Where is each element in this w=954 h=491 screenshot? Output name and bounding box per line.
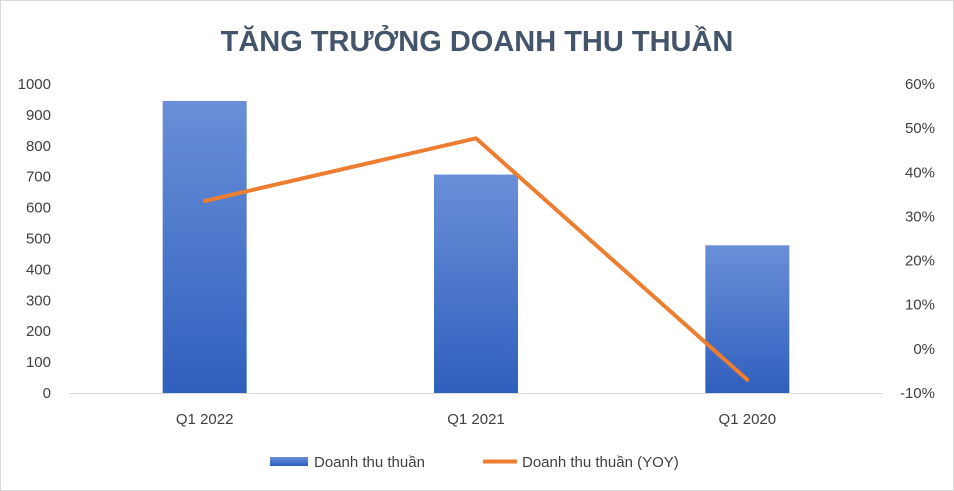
bar-series — [162, 100, 790, 394]
legend-bar-label: Doanh thu thuần — [314, 454, 425, 471]
chart-title: TĂNG TRƯỞNG DOANH THU THUẦN — [221, 24, 734, 58]
left-axis-tick-label: 800 — [26, 138, 51, 155]
bar-q1-2020 — [705, 245, 790, 393]
bar-q1-2022 — [162, 100, 247, 394]
right-axis-tick-label: 0% — [913, 341, 935, 358]
line-series — [202, 136, 750, 382]
left-axis: 0 100 200 300 400 500 600 700 800 900 1000 — [18, 76, 51, 402]
left-axis-tick-label: 0 — [43, 385, 51, 402]
right-axis: -10% 0% 10% 20% 30% 40% 50% 60% — [900, 76, 935, 402]
right-axis-tick-label: -10% — [900, 385, 935, 402]
x-axis-tick-label: Q1 2020 — [719, 411, 777, 428]
x-axis-tick-label: Q1 2022 — [176, 411, 234, 428]
bar-q1-2021 — [434, 174, 518, 393]
right-axis-tick-label: 20% — [905, 253, 935, 270]
right-axis-tick-label: 30% — [905, 208, 935, 225]
right-axis-tick-label: 10% — [905, 297, 935, 314]
x-axis-labels: Q1 2022 Q1 2021 Q1 2020 — [176, 411, 776, 428]
left-axis-tick-label: 400 — [26, 261, 51, 278]
left-axis-tick-label: 200 — [26, 323, 51, 340]
left-axis-tick-label: 500 — [26, 231, 51, 248]
right-axis-tick-label: 50% — [905, 120, 935, 137]
legend: Doanh thu thuần Doanh thu thuần (YOY) — [270, 454, 679, 471]
left-axis-tick-label: 300 — [26, 292, 51, 309]
left-axis-tick-label: 1000 — [18, 76, 51, 93]
left-axis-tick-label: 900 — [26, 107, 51, 124]
right-axis-tick-label: 40% — [905, 164, 935, 181]
left-axis-tick-label: 600 — [26, 200, 51, 217]
legend-line-label: Doanh thu thuần (YOY) — [522, 454, 679, 471]
legend-bar-swatch — [270, 457, 308, 466]
right-axis-tick-label: 60% — [905, 76, 935, 93]
left-axis-tick-label: 100 — [26, 354, 51, 371]
left-axis-tick-label: 700 — [26, 169, 51, 186]
x-axis-tick-label: Q1 2021 — [447, 411, 505, 428]
